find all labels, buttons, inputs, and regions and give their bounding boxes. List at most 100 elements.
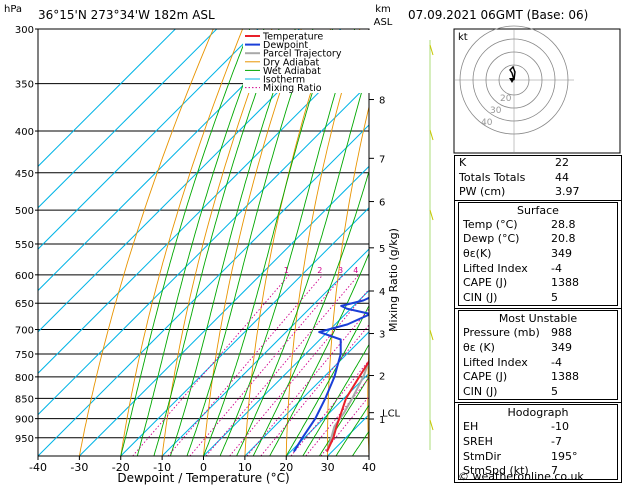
dry-adiabat-line (327, 104, 369, 456)
isotherm-line (203, 289, 369, 456)
most-unstable-subbox: Most Unstable Pressure (mb) 988 θε (K) 349 L… (458, 310, 618, 401)
temperature-tick-label: -10 (153, 461, 171, 474)
index-label: CIN (J) (463, 384, 498, 398)
dry-adiabat-line (407, 29, 448, 456)
isotherm-line (38, 82, 369, 416)
legend-label: Mixing Ratio (263, 83, 322, 94)
legend-label: Temperature (262, 32, 323, 43)
index-label: StmDir (463, 449, 502, 463)
most-unstable-box: Most Unstable Pressure (mb) 988 θε (K) 349 L… (455, 310, 621, 404)
index-value: 20.8 (551, 232, 576, 246)
wet-adiabat-line (219, 29, 356, 456)
pressure-unit-label: hPa (4, 4, 22, 15)
legend-label: Dry Adiabat (263, 57, 320, 68)
isotherm-line (38, 29, 342, 333)
pressure-tick-label: 900 (15, 415, 34, 426)
surface-title: Surface (517, 203, 559, 217)
hodograph-ring-label: 20 (500, 94, 512, 104)
pressure-tick-label: 950 (15, 434, 34, 445)
index-row: StmSpd (kt) 7 (459, 464, 617, 479)
temperature-tick-label: -30 (70, 461, 88, 474)
mixing-ratio-line (189, 274, 344, 456)
wet-adiabat-line (319, 375, 369, 456)
km-unit-label: km (375, 4, 391, 15)
wet-adiabat-line (120, 29, 251, 456)
pressure-tick-label: 850 (15, 394, 34, 405)
hodograph-title: Hodograph (507, 406, 569, 420)
index-label: CAPE (J) (463, 276, 508, 290)
index-value: 44 (555, 170, 569, 184)
mixing-ratio-line (205, 274, 360, 456)
isotherm-line (161, 248, 369, 456)
legend-box (243, 30, 370, 93)
index-label: Pressure (mb) (463, 326, 540, 340)
isotherm-line (38, 29, 176, 168)
wind-barb (429, 419, 434, 431)
mixing-ratio-line (229, 288, 369, 456)
temperature-tick-label: -20 (112, 461, 130, 474)
legend-label: Parcel Trajectory (263, 49, 342, 60)
mixing-ratio-label: 1 (284, 266, 289, 275)
index-value: 28.8 (551, 217, 576, 231)
dry-adiabat-line (367, 336, 369, 456)
lcl-label: LCL (382, 409, 401, 420)
index-row: PW (cm) 3.97 (455, 185, 621, 200)
isotherm-line (244, 331, 369, 456)
hodograph-unit-label: kt (458, 32, 468, 43)
hodograph-subbox: Hodograph EH -10 SREH -7 StmDir 195° StmSpd (k… (458, 404, 618, 480)
hodograph-ring-label: 30 (490, 106, 502, 116)
wind-barb (429, 329, 434, 341)
index-value: 7 (551, 464, 558, 478)
isotherm-line (79, 165, 369, 456)
mixing-ratio-line (320, 395, 369, 456)
index-label: θε(K) (463, 246, 492, 260)
km-tick-label: 4 (379, 287, 385, 298)
isotherm-line (38, 41, 369, 374)
temperature-tick-label: 0 (200, 461, 207, 474)
wet-adiabat-line (335, 404, 369, 456)
index-value: 1388 (551, 276, 579, 290)
wet-adiabat-line (285, 304, 369, 456)
index-value: 1388 (551, 370, 579, 384)
index-label: Temp (°C) (463, 217, 518, 231)
index-row: CAPE (J) 1388 (459, 370, 617, 385)
index-row: Pressure (mb) 988 (459, 326, 617, 341)
mixing-ratio-line (132, 274, 290, 456)
index-value: 5 (551, 290, 558, 304)
km-tick-label: 1 (379, 415, 385, 426)
index-label: θε (K) (463, 340, 495, 354)
index-value: 195° (551, 449, 578, 463)
mixing-ratio-line (260, 324, 369, 456)
index-value: -4 (551, 355, 562, 369)
mixing-ratio-label: 10 (402, 266, 412, 275)
isotherm-line (38, 29, 218, 209)
temperature-tick-label: 10 (238, 461, 252, 474)
most-unstable-title: Most Unstable (498, 312, 578, 326)
index-label: K (459, 156, 467, 169)
index-row: CIN (J) 5 (459, 385, 617, 400)
wet-adiabat-line (302, 343, 369, 456)
index-value: 3.97 (555, 185, 580, 199)
pressure-tick-label: 750 (15, 350, 34, 361)
wet-adiabat-line (236, 64, 369, 456)
legend-label: Wet Adiabat (263, 66, 321, 77)
dry-adiabat-line (244, 29, 332, 456)
index-value: -10 (551, 420, 569, 434)
mixing-ratio-line (246, 308, 369, 456)
isotherm-line (38, 29, 259, 250)
index-label: StmSpd (kt) (463, 464, 529, 478)
legend-label: Dewpoint (263, 40, 308, 51)
index-value: 349 (551, 246, 572, 260)
asl-unit-label: ASL (374, 17, 393, 28)
hodograph-ring-label: 40 (481, 118, 493, 128)
isotherm-line (285, 372, 369, 456)
isotherm-line (38, 29, 300, 292)
index-label: SREH (463, 434, 493, 448)
station-location: 36°15'N 273°34'W 182m ASL (38, 8, 215, 22)
credit-text: © weatheronline.co.uk (458, 470, 584, 483)
dry-adiabat-line (78, 29, 214, 456)
wet-adiabat-line (252, 169, 369, 456)
pressure-tick-label: 500 (15, 206, 34, 217)
index-value: 5 (551, 384, 558, 398)
